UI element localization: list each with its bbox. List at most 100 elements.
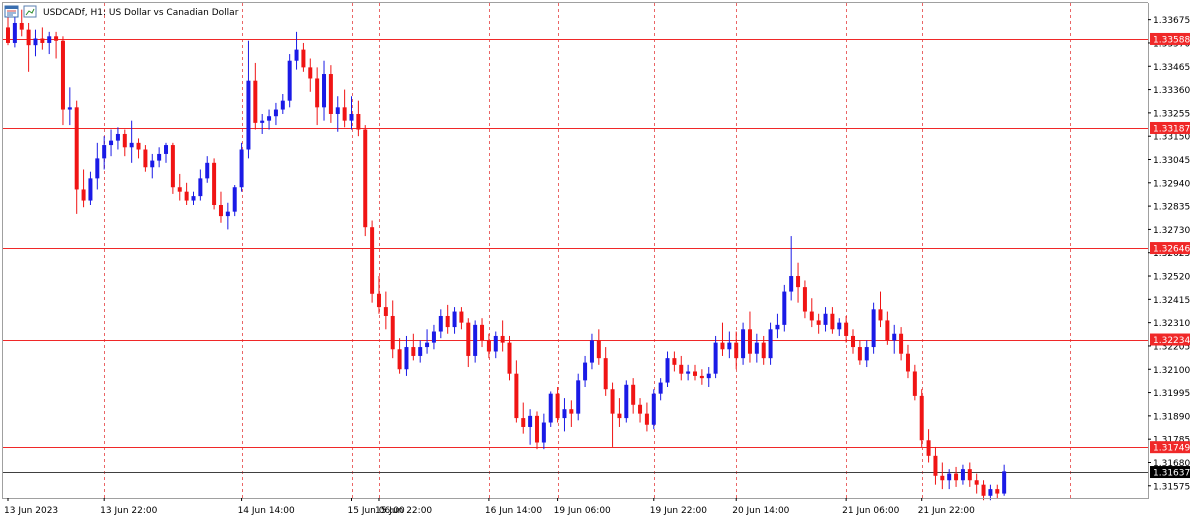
bull-candle[interactable] — [651, 389, 656, 430]
bull-candle[interactable] — [246, 40, 251, 159]
bull-candle[interactable] — [871, 302, 876, 354]
bull-candle[interactable] — [823, 307, 828, 332]
bull-candle[interactable] — [947, 469, 952, 490]
bull-candle[interactable] — [239, 142, 244, 192]
bull-candle[interactable] — [837, 318, 842, 336]
bull-candle[interactable] — [267, 109, 272, 130]
bull-candle[interactable] — [198, 169, 203, 201]
bear-candle[interactable] — [301, 42, 306, 72]
bear-candle[interactable] — [342, 89, 347, 128]
bull-candle[interactable] — [404, 335, 409, 376]
bear-candle[interactable] — [315, 67, 320, 126]
bear-candle[interactable] — [912, 364, 917, 401]
bear-candle[interactable] — [693, 364, 697, 381]
bear-candle[interactable] — [19, 9, 24, 37]
bull-candle[interactable] — [541, 413, 546, 450]
bull-candle[interactable] — [473, 320, 478, 363]
bear-candle[interactable] — [253, 62, 258, 130]
bear-candle[interactable] — [411, 333, 416, 361]
bear-candle[interactable] — [644, 402, 649, 432]
bear-candle[interactable] — [136, 138, 141, 159]
bear-candle[interactable] — [383, 291, 388, 330]
bull-candle[interactable] — [658, 378, 663, 401]
bull-candle[interactable] — [12, 14, 17, 48]
bear-candle[interactable] — [507, 335, 512, 381]
bear-candle[interactable] — [370, 220, 375, 303]
bear-candle[interactable] — [905, 344, 910, 379]
bear-candle[interactable] — [699, 369, 704, 385]
bear-candle[interactable] — [308, 58, 313, 92]
bull-candle[interactable] — [33, 29, 38, 57]
bull-candle[interactable] — [294, 31, 299, 70]
bull-candle[interactable] — [109, 129, 114, 157]
bear-candle[interactable] — [143, 145, 148, 172]
bull-candle[interactable] — [47, 31, 52, 55]
bear-candle[interactable] — [610, 382, 615, 447]
bear-candle[interactable] — [6, 14, 10, 46]
bull-candle[interactable] — [88, 171, 93, 205]
bull-candle[interactable] — [548, 391, 553, 427]
bear-candle[interactable] — [397, 338, 402, 374]
bull-candle[interactable] — [706, 367, 711, 388]
bear-candle[interactable] — [631, 378, 636, 414]
bull-candle[interactable] — [431, 324, 436, 350]
bear-candle[interactable] — [363, 125, 368, 237]
bear-candle[interactable] — [466, 318, 471, 368]
bull-candle[interactable] — [191, 191, 196, 205]
bear-candle[interactable] — [802, 280, 807, 319]
bear-candle[interactable] — [328, 65, 333, 123]
bear-candle[interactable] — [596, 329, 601, 365]
bear-candle[interactable] — [885, 311, 890, 345]
bear-candle[interactable] — [844, 315, 849, 343]
bear-candle[interactable] — [809, 298, 814, 328]
bear-candle[interactable] — [500, 320, 505, 352]
bull-candle[interactable] — [789, 236, 794, 301]
bear-candle[interactable] — [981, 480, 986, 501]
bear-candle[interactable] — [555, 387, 560, 423]
bull-candle[interactable] — [754, 333, 759, 363]
bear-candle[interactable] — [81, 169, 86, 208]
bull-candle[interactable] — [686, 364, 691, 381]
bull-candle[interactable] — [864, 340, 869, 368]
bear-candle[interactable] — [603, 347, 608, 396]
bear-candle[interactable] — [534, 411, 539, 450]
bull-candle[interactable] — [727, 331, 732, 359]
bull-candle[interactable] — [960, 464, 965, 485]
bear-candle[interactable] — [830, 307, 835, 334]
bull-candle[interactable] — [115, 127, 120, 150]
bear-candle[interactable] — [74, 100, 79, 214]
bear-candle[interactable] — [459, 307, 464, 330]
bear-candle[interactable] — [212, 158, 217, 210]
bear-candle[interactable] — [816, 313, 821, 334]
bear-candle[interactable] — [747, 311, 752, 363]
bear-candle[interactable] — [521, 402, 526, 434]
bear-candle[interactable] — [926, 429, 931, 463]
bear-candle[interactable] — [60, 36, 65, 126]
bear-candle[interactable] — [376, 276, 381, 314]
bear-candle[interactable] — [514, 360, 519, 423]
bull-candle[interactable] — [102, 136, 107, 170]
bear-candle[interactable] — [679, 355, 684, 381]
bull-candle[interactable] — [741, 322, 746, 365]
bear-candle[interactable] — [638, 398, 643, 423]
chart-window-icon[interactable] — [4, 5, 19, 18]
bear-candle[interactable] — [40, 27, 45, 50]
bull-candle[interactable] — [225, 202, 230, 230]
bull-candle[interactable] — [562, 398, 567, 432]
bull-candle[interactable] — [713, 335, 718, 379]
bull-candle[interactable] — [624, 380, 629, 423]
bear-candle[interactable] — [919, 389, 924, 447]
bear-candle[interactable] — [170, 142, 175, 194]
bull-candle[interactable] — [273, 102, 278, 126]
bull-candle[interactable] — [665, 351, 670, 388]
bear-candle[interactable] — [390, 300, 395, 359]
bear-candle[interactable] — [933, 446, 938, 485]
bear-candle[interactable] — [940, 462, 945, 490]
bear-candle[interactable] — [796, 262, 801, 303]
bear-candle[interactable] — [26, 22, 31, 72]
bear-candle[interactable] — [486, 333, 491, 359]
bear-candle[interactable] — [177, 173, 182, 201]
bull-candle[interactable] — [425, 329, 430, 354]
bull-candle[interactable] — [95, 142, 100, 190]
